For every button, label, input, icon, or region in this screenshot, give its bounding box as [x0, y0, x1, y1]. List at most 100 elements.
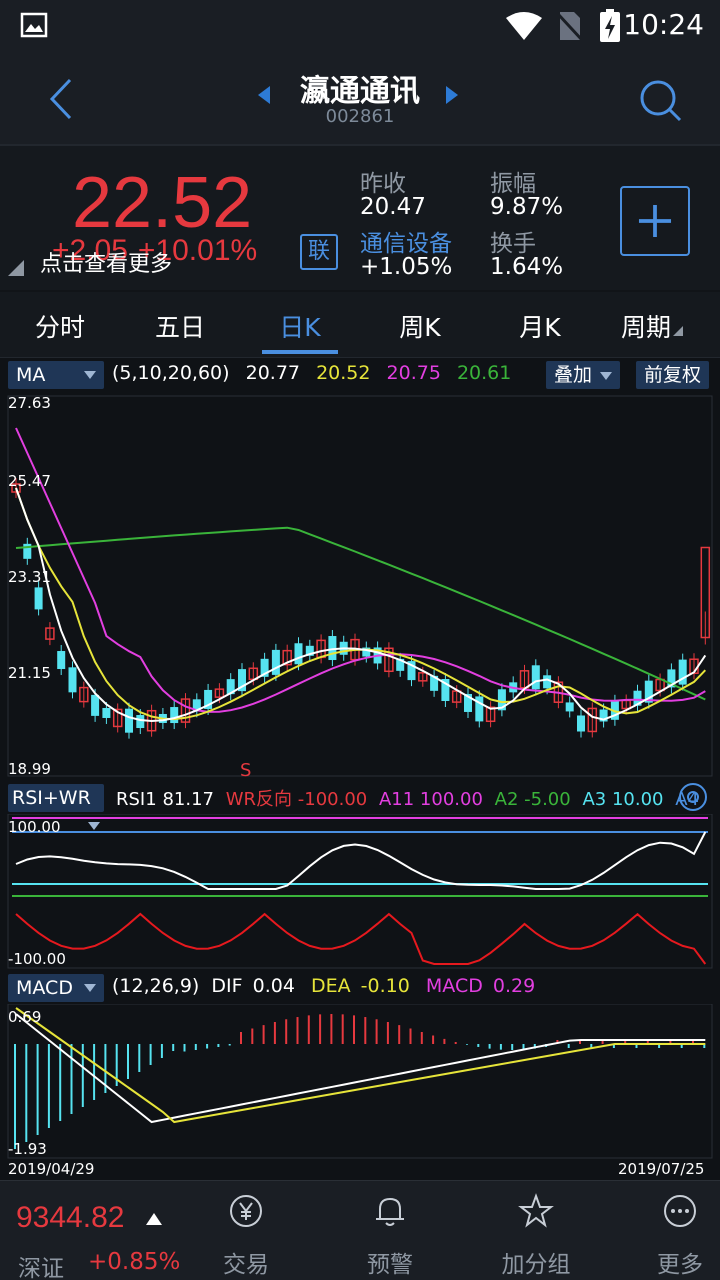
- macd-value: 0.29: [492, 975, 536, 997]
- candle: [260, 658, 269, 677]
- y-label-top: 27.63: [8, 394, 51, 412]
- search-icon[interactable]: [636, 76, 684, 124]
- dif-value: 0.04: [252, 975, 295, 997]
- tab-daily-k[interactable]: 日K: [279, 313, 321, 342]
- expand-corner-icon: [8, 260, 24, 276]
- candle: [170, 707, 179, 724]
- candle: [294, 643, 303, 665]
- no-sim-icon: [556, 12, 584, 42]
- macd-selector[interactable]: MACD: [8, 974, 104, 1002]
- quote-panel[interactable]: 22.52 +2.05 +10.01% 联 点击查看更多 昨收 20.47 通信设…: [0, 144, 720, 290]
- chart-area[interactable]: MA (5,10,20,60) 20.77 20.52 20.75 20.61 …: [0, 358, 720, 1180]
- tab-period[interactable]: 周期: [592, 308, 712, 344]
- period-tabs: 分时 五日 日K 周K 月K 周期: [0, 292, 720, 358]
- ma5-value: 20.77: [245, 362, 301, 384]
- overlay-label: 叠加: [554, 364, 593, 386]
- candle: [678, 659, 687, 685]
- amplitude-label: 振幅: [490, 171, 536, 197]
- candle: [599, 709, 608, 722]
- stock-name: 瀛通通讯: [300, 74, 420, 109]
- candle: [362, 647, 371, 657]
- candle: [644, 680, 653, 703]
- candle: [610, 700, 619, 720]
- candle: [45, 627, 55, 640]
- next-stock-button[interactable]: [446, 86, 458, 104]
- index-value[interactable]: 9344.82: [16, 1201, 125, 1234]
- macd-chart[interactable]: [0, 1004, 720, 1160]
- adjust-button[interactable]: 前复权: [636, 361, 710, 389]
- candle: [464, 693, 472, 712]
- image-icon: [20, 12, 48, 38]
- turnover-value: 1.64%: [490, 254, 564, 280]
- tab-weekly-k[interactable]: 周K: [399, 313, 441, 342]
- candle: [305, 645, 314, 656]
- rsi-chart[interactable]: [0, 814, 720, 970]
- star-icon: [518, 1193, 554, 1228]
- rsi-selector-label: RSI+WR: [12, 787, 91, 809]
- candle: [11, 483, 21, 493]
- nav-more[interactable]: 更多: [630, 1191, 720, 1279]
- back-icon[interactable]: [42, 74, 82, 124]
- candle: [214, 688, 225, 698]
- candle: [328, 636, 337, 661]
- active-tab-indicator: [262, 350, 338, 354]
- rsi1-value: 81.17: [162, 789, 214, 810]
- candle: [79, 686, 89, 703]
- add-watchlist-button[interactable]: [620, 186, 690, 256]
- candle: [34, 587, 43, 610]
- view-more-hint[interactable]: 点击查看更多: [40, 252, 173, 277]
- candle: [204, 689, 213, 709]
- nav-add-group-label: 加分组: [501, 1252, 571, 1278]
- ma-selector[interactable]: MA: [8, 361, 104, 389]
- candle: [441, 679, 450, 702]
- nav-alert[interactable]: 预警: [340, 1191, 440, 1279]
- candle: [384, 647, 394, 673]
- candle: [192, 699, 201, 712]
- prev-stock-button[interactable]: [258, 86, 270, 104]
- macd-selector-label: MACD: [16, 977, 73, 999]
- a2-value: -5.00: [524, 789, 571, 810]
- candle: [112, 708, 123, 728]
- chevron-down-icon: [84, 371, 96, 379]
- prev-close-label: 昨收: [360, 171, 406, 197]
- tab-intraday[interactable]: 分时: [34, 313, 85, 342]
- candle: [91, 694, 100, 716]
- candle: [136, 715, 145, 729]
- rsi-selector[interactable]: RSI+WR: [8, 784, 104, 830]
- wr-value: -100.00: [297, 789, 368, 810]
- sector-link[interactable]: 通信设备: [360, 231, 452, 257]
- tab-five-day[interactable]: 五日: [154, 313, 205, 342]
- tab-monthly-k[interactable]: 月K: [519, 313, 561, 342]
- tab-period-label: 周期: [620, 313, 671, 342]
- lian-button[interactable]: 联: [300, 234, 338, 270]
- last-price: 22.52: [72, 163, 253, 243]
- y-label-bottom: 18.99: [8, 760, 51, 778]
- nav-add-group[interactable]: 加分组: [486, 1191, 586, 1279]
- ma10-line: [15, 487, 707, 721]
- wr-label: WR反向: [225, 789, 293, 810]
- candle: [587, 707, 598, 733]
- candle: [271, 649, 280, 675]
- candle: [430, 675, 439, 691]
- candle: [396, 658, 405, 671]
- overlay-button[interactable]: 叠加: [546, 361, 621, 389]
- nav-more-label: 更多: [657, 1252, 703, 1278]
- clock: 10:24: [623, 8, 704, 41]
- kline-chart[interactable]: [0, 388, 720, 780]
- nav-trade[interactable]: 交易: [196, 1191, 296, 1279]
- settings-icon[interactable]: [678, 782, 708, 812]
- candle: [667, 669, 676, 688]
- rsi-line: [15, 831, 707, 890]
- candle: [68, 667, 77, 693]
- ma5-line: [15, 487, 707, 723]
- a1-value: 100.00: [419, 789, 483, 810]
- y-label-3: 23.31: [8, 568, 51, 586]
- chevron-down-icon: [600, 371, 613, 380]
- macd-label: MACD: [425, 975, 483, 997]
- candle: [226, 679, 235, 695]
- stock-code: 002861: [325, 106, 395, 127]
- a1-label: A11: [378, 789, 415, 810]
- change-value: +2.05: [52, 234, 128, 267]
- period-dropdown-icon: [673, 326, 683, 336]
- candle: [543, 675, 552, 689]
